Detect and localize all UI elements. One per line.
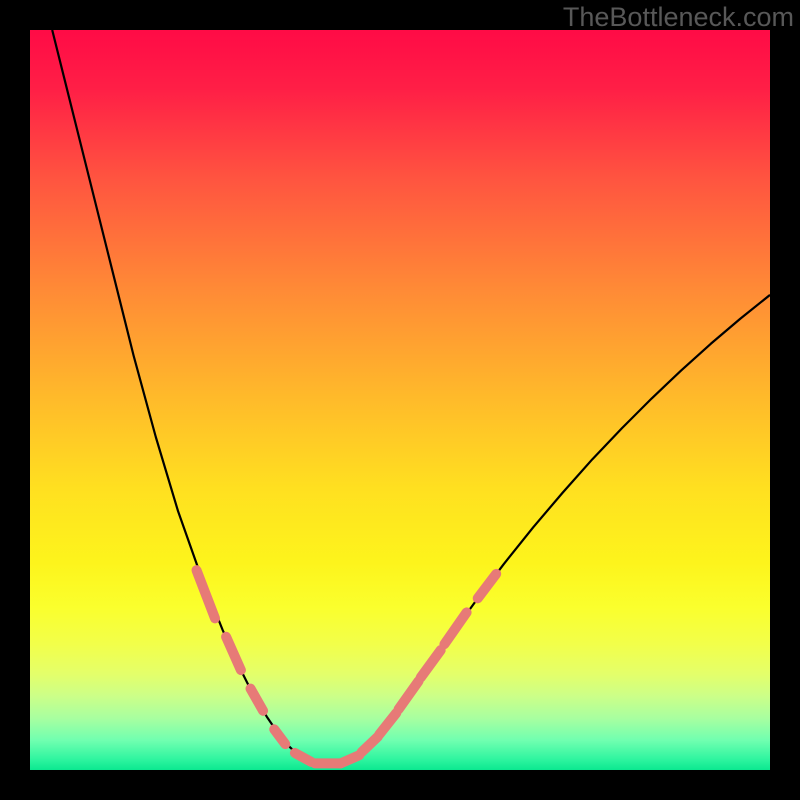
marker-segment (399, 681, 419, 709)
marker-segment (379, 713, 396, 734)
main-curve (52, 30, 770, 765)
marker-segment (197, 570, 216, 618)
watermark-text: TheBottleneck.com (563, 2, 794, 33)
chart-stage: TheBottleneck.com (0, 0, 800, 800)
marker-segment (274, 729, 285, 744)
marker-segment (478, 574, 497, 598)
marker-segment (421, 650, 441, 677)
marker-segment (226, 637, 241, 670)
marker-segment (444, 612, 466, 644)
plot-area (30, 30, 770, 770)
marker-segment (295, 753, 311, 762)
curve-layer (30, 30, 770, 770)
marker-segment (362, 737, 378, 753)
marker-segment (251, 689, 264, 711)
marker-segment (341, 755, 360, 763)
